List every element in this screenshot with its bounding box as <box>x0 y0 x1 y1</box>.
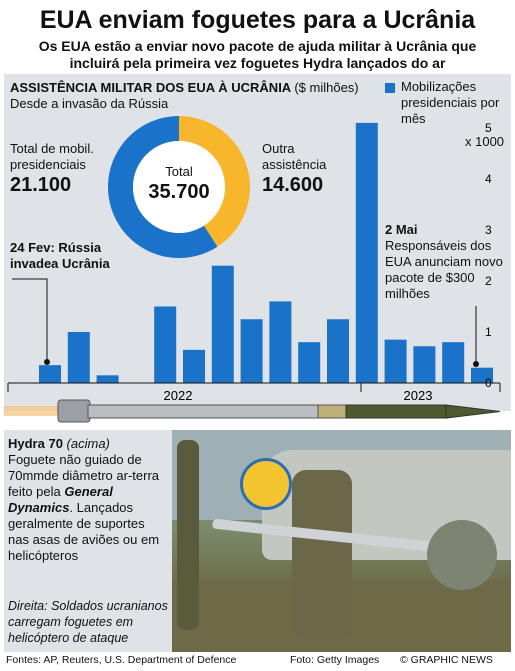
bar-12 <box>384 339 407 383</box>
may-annotation: 2 Mai Responsáveis dos EUA anunciam novo … <box>385 222 510 302</box>
rocket-fins <box>57 399 91 423</box>
right-value: 14.600 <box>262 174 324 196</box>
donut-chart <box>108 116 250 258</box>
panel-since: Desde a invasão da Rússia <box>10 96 169 111</box>
hydra-rocket-image <box>4 399 501 423</box>
right-label: Outra assistência <box>262 141 327 172</box>
y-tick-label: 2 <box>485 274 492 288</box>
bar-7 <box>240 319 263 383</box>
bar-6 <box>211 265 234 383</box>
rocket-body <box>87 404 319 419</box>
soldiers-photo <box>172 430 511 652</box>
bar-10 <box>327 319 349 383</box>
footer-sources: Fontes: AP, Reuters, U.S. Department of … <box>6 654 237 666</box>
donut-total-value: 35.700 <box>148 181 210 203</box>
bar-8 <box>269 301 292 383</box>
hydra-desc-1: Foguete não guiado de 70mmde diâmetro ar… <box>8 452 159 499</box>
bar-5 <box>183 349 205 383</box>
hydra-note: (acima) <box>66 436 110 451</box>
legend-label: Mobilizações presidenciais por mês <box>401 79 500 126</box>
bar-14 <box>442 342 465 383</box>
feb-annotation: 24 Fev: Rússia invadea Ucrânia <box>10 240 130 272</box>
panel-heading-text: ASSISTÊNCIA MILITAR DOS EUA À UCRÂNIA <box>10 80 291 95</box>
rocket-band <box>317 404 347 419</box>
rocket-warhead <box>345 404 447 419</box>
y-tick-label: 1 <box>485 325 492 339</box>
panel-heading: ASSISTÊNCIA MILITAR DOS EUA À UCRÂNIA ($… <box>10 80 359 95</box>
bar-1 <box>67 332 90 383</box>
roundel-icon <box>240 458 292 510</box>
photo-caption: Direita: Soldados ucranianos carregam fo… <box>8 599 168 645</box>
legend-swatch <box>385 83 395 93</box>
left-value: 21.100 <box>10 174 72 196</box>
y-tick-label: 5 <box>485 121 492 135</box>
left-label: Total de mobil. presidenciais <box>10 141 94 172</box>
panel-unit: ($ milhões) <box>294 80 359 95</box>
y-tick-label: 4 <box>485 172 492 186</box>
footer-photo: Foto: Getty Images <box>290 654 380 666</box>
rocket-pod <box>427 520 497 590</box>
bar-4 <box>154 306 177 383</box>
page-title: EUA enviam foguetes para a Ucrânia <box>39 6 476 34</box>
donut-hole <box>133 141 225 233</box>
bar-series <box>39 122 493 384</box>
bar-9 <box>298 342 321 383</box>
feb-annotation-text: 24 Fev: Rússia invadea Ucrânia <box>10 240 110 271</box>
may-annotation-text: Responsáveis dos EUA anunciam novo pacot… <box>385 238 503 301</box>
year-label-2022: 2022 <box>164 388 193 403</box>
feb-leader-line <box>12 278 48 362</box>
rocket-flame <box>4 406 64 416</box>
may-leader-dot <box>473 361 479 367</box>
year-label-2023: 2023 <box>404 388 433 403</box>
rocket-nose <box>445 404 501 419</box>
donut-slice-0 <box>108 116 218 258</box>
bar-2 <box>96 375 119 383</box>
soldier-left <box>177 440 199 630</box>
bar-15 <box>471 367 493 383</box>
bar-13 <box>413 346 436 383</box>
y-multiplier: x 1000 <box>465 134 505 149</box>
may-annotation-date: 2 Mai <box>385 222 418 237</box>
hydra-description: Hydra 70 (acima) Foguete não guiado de 7… <box>8 436 168 564</box>
donut-slice-1 <box>179 116 250 247</box>
soldier-right <box>292 470 352 640</box>
hydra-name: Hydra 70 <box>8 436 63 451</box>
hydra-desc-2: . Lançados geralmente de suportes nas as… <box>8 500 160 563</box>
footer-credit: © GRAPHIC NEWS <box>400 654 493 666</box>
donut-total-label: Total <box>165 164 193 179</box>
y-tick-label: 3 <box>485 223 492 237</box>
maker-name: General Dynamics <box>8 484 113 515</box>
bar-11 <box>355 122 378 384</box>
page-subtitle: Os EUA estão a enviar novo pacote de aju… <box>38 38 477 71</box>
feb-leader-dot <box>44 359 50 365</box>
bar-0 <box>39 365 61 383</box>
